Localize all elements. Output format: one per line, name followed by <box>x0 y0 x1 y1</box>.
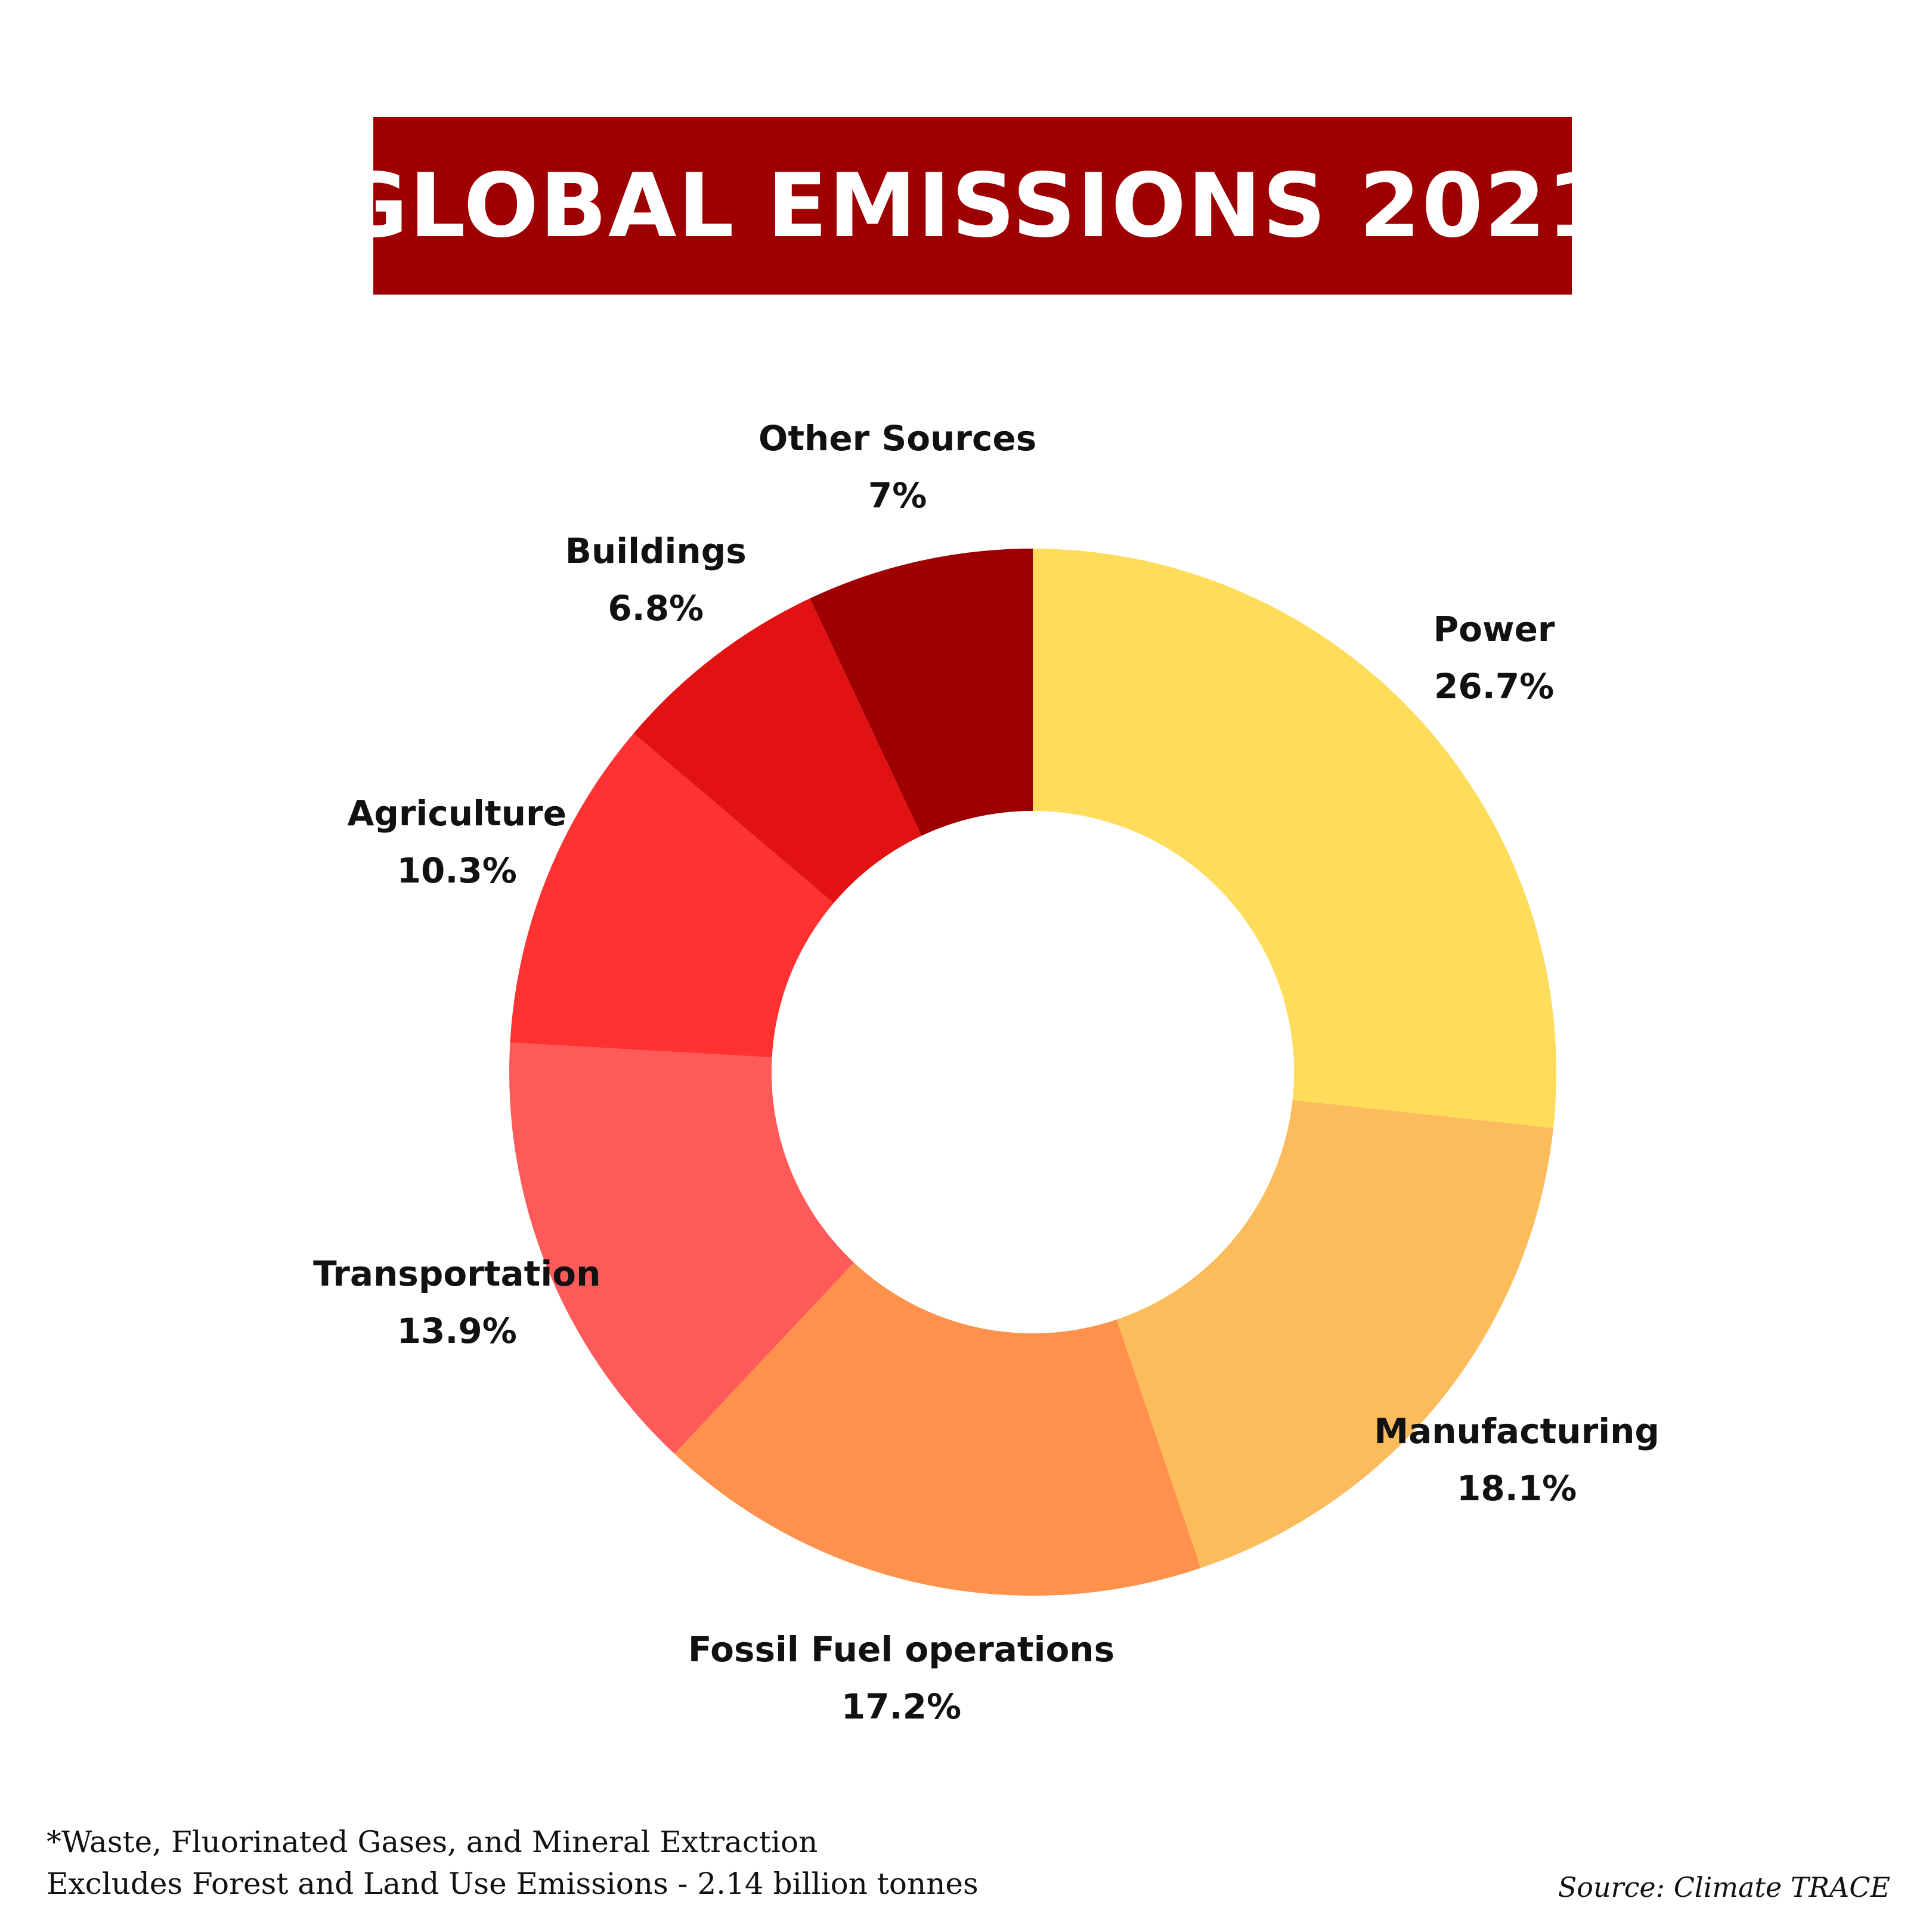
slice-name: Other Sources <box>758 418 1037 459</box>
slice-value: 17.2% <box>841 1686 962 1727</box>
slice-value: 13.9% <box>397 1310 517 1351</box>
slice-value: 10.3% <box>397 850 517 891</box>
title-banner: GLOBAL EMISSIONS 2021 <box>336 117 1608 295</box>
slice-name: Fossil Fuel operations <box>688 1629 1115 1670</box>
slice-power <box>1033 549 1557 1128</box>
slice-value: 18.1% <box>1457 1468 1577 1509</box>
slice-value: 26.7% <box>1433 665 1555 707</box>
slice-manufacturing <box>1116 1100 1553 1568</box>
slice-label-buildings: Buildings 6.8% <box>565 522 747 637</box>
slice-buildings <box>633 598 922 903</box>
slice-name: Transportation <box>313 1253 601 1294</box>
slice-agriculture <box>510 733 834 1058</box>
donut-hole <box>772 811 1294 1333</box>
slice-label-other-sources: Other Sources 7% <box>758 410 1036 524</box>
chart-title: GLOBAL EMISSIONS 2021 <box>335 154 1610 257</box>
footnote-line-2: Excludes Forest and Land Use Emissions -… <box>47 1866 979 1901</box>
slice-label-fossil-fuel-operations: Fossil Fuel operations 17.2% <box>688 1621 1114 1735</box>
slice-label-power: Power 26.7% <box>1433 600 1555 715</box>
slice-name: Power <box>1433 608 1555 649</box>
slice-name: Buildings <box>565 531 747 572</box>
slice-other-sources <box>810 549 1033 836</box>
slice-name: Agriculture <box>347 793 566 834</box>
slice-label-manufacturing: Manufacturing 18.1% <box>1374 1402 1659 1517</box>
source-note: Source: Climate TRACE <box>1558 1871 1890 1903</box>
slice-value: 6.8% <box>608 588 704 629</box>
slice-label-agriculture: Agriculture 10.3% <box>348 785 566 899</box>
slice-fossil-fuel-operations <box>674 1262 1201 1596</box>
slice-name: Manufacturing <box>1374 1411 1659 1452</box>
footnote-line-1: *Waste, Fluorinated Gases, and Mineral E… <box>47 1825 818 1859</box>
slice-transportation <box>509 1042 854 1454</box>
slice-label-transportation: Transportation 13.9% <box>313 1245 600 1360</box>
slice-value: 7% <box>868 475 927 516</box>
